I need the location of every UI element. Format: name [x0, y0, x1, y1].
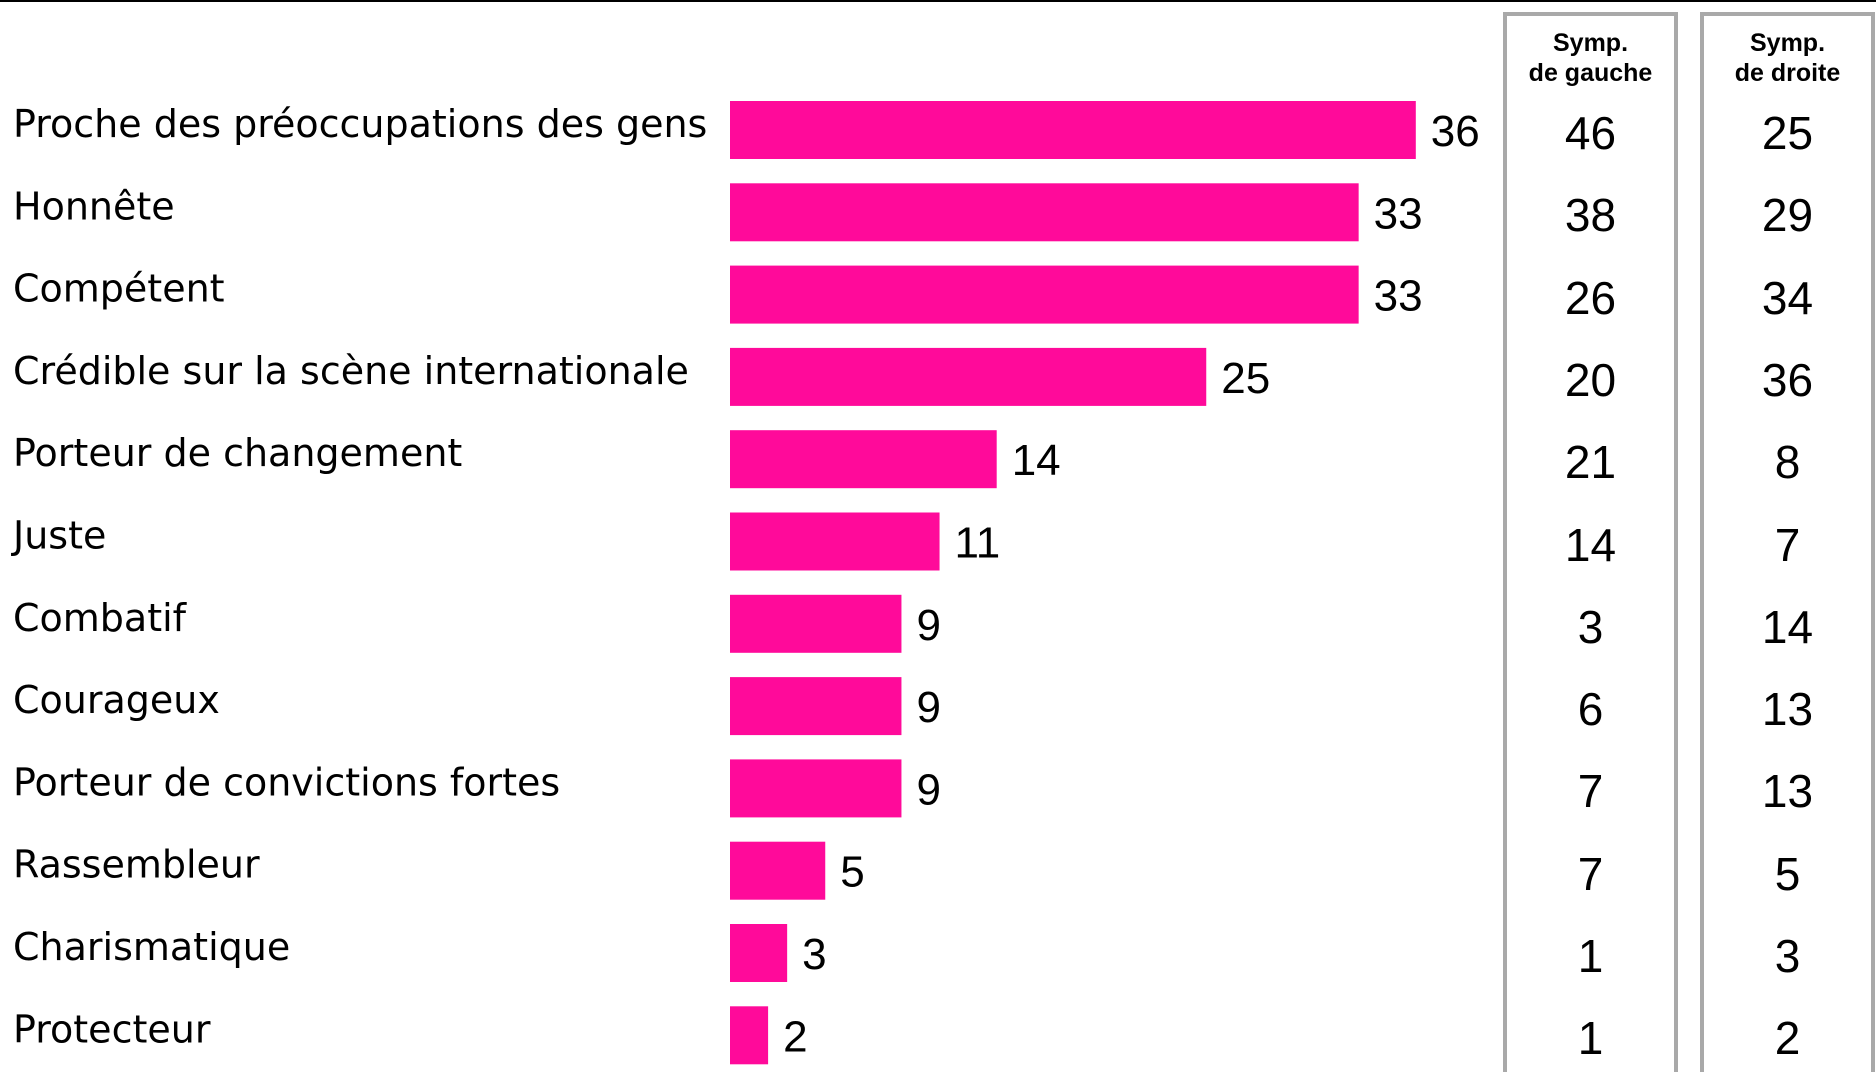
- top-rule: [0, 0, 1876, 2]
- column-value: 13: [1761, 765, 1814, 818]
- column-header-line1: Symp.: [1552, 29, 1629, 57]
- column-value: 26: [1564, 271, 1617, 324]
- category-label: Compétent: [13, 267, 225, 311]
- column-value: 6: [1577, 683, 1604, 736]
- column-sympathisants-droite: Symp. de droite 25 29 34 36 8 7 14 13 13 5 3 2: [1700, 12, 1875, 1072]
- value-label: 25: [1221, 354, 1270, 403]
- column-value: 1: [1577, 930, 1604, 982]
- value-label: 5: [840, 848, 864, 897]
- column-value: 14: [1564, 518, 1617, 571]
- category-label: Porteur de changement: [13, 431, 462, 475]
- bar: [730, 759, 902, 818]
- column-value: 7: [1774, 518, 1801, 571]
- column-value: 3: [1577, 600, 1604, 653]
- column-sympathisants-gauche: Symp. de gauche 46 38 26 20 21 14 3 6 7 7 1 1: [1503, 12, 1678, 1072]
- column-header-line2: de gauche: [1528, 59, 1653, 87]
- column-value: 7: [1577, 847, 1604, 900]
- category-label: Courageux: [13, 678, 220, 722]
- column-header-line2: de droite: [1734, 59, 1841, 87]
- column-value: 1: [1577, 1012, 1604, 1065]
- column-value: 46: [1564, 107, 1617, 159]
- column-value: 21: [1564, 436, 1617, 489]
- column-value: 20: [1564, 353, 1617, 406]
- column-value: 7: [1577, 765, 1604, 818]
- category-label: Protecteur: [13, 1007, 211, 1051]
- category-label: Honnête: [13, 184, 175, 228]
- column-value: 14: [1761, 600, 1814, 653]
- value-label: 14: [1012, 436, 1061, 485]
- column-value: 38: [1564, 189, 1617, 242]
- bar: [730, 265, 1359, 324]
- column-value: 29: [1761, 189, 1814, 242]
- bar: [730, 183, 1359, 242]
- category-label: Combatif: [13, 596, 188, 640]
- value-label: 9: [916, 601, 940, 650]
- bar: [730, 430, 997, 489]
- category-label: Charismatique: [13, 925, 290, 969]
- bar: [730, 101, 1416, 159]
- column-value: 34: [1761, 271, 1814, 324]
- value-label: 9: [916, 765, 940, 814]
- bar: [730, 841, 826, 900]
- bar: [730, 512, 940, 571]
- value-label: 33: [1374, 189, 1423, 238]
- value-label: 11: [955, 519, 1001, 568]
- column-value: 2: [1774, 1012, 1801, 1065]
- column-value: 5: [1774, 847, 1801, 900]
- value-label: 9: [916, 683, 940, 732]
- category-label: Juste: [11, 514, 106, 558]
- column-header: Symp. de droite: [1704, 28, 1871, 88]
- value-label: 36: [1431, 107, 1480, 156]
- column-value: 3: [1774, 930, 1801, 982]
- category-label: Porteur de convictions fortes: [13, 760, 560, 804]
- column-header: Symp. de gauche: [1507, 28, 1674, 88]
- bar: [730, 1006, 769, 1065]
- column-value: 13: [1761, 683, 1814, 736]
- column-value: 36: [1761, 353, 1814, 406]
- column-value: 8: [1774, 436, 1801, 489]
- value-label: 2: [783, 1012, 807, 1061]
- category-label: Crédible sur la scène internationale: [13, 349, 689, 393]
- bar-chart: Proche des préoccupations des gens 36 Honn…: [11, 101, 1480, 1065]
- category-label: Proche des préoccupations des gens: [13, 102, 707, 146]
- value-label: 33: [1374, 272, 1423, 321]
- value-label: 3: [802, 930, 826, 979]
- bar: [730, 924, 788, 982]
- bar: [730, 594, 902, 653]
- bar: [730, 677, 902, 736]
- column-header-line1: Symp.: [1749, 29, 1826, 57]
- bar: [730, 347, 1207, 406]
- column-value: 25: [1761, 107, 1814, 159]
- category-label: Rassembleur: [13, 843, 260, 887]
